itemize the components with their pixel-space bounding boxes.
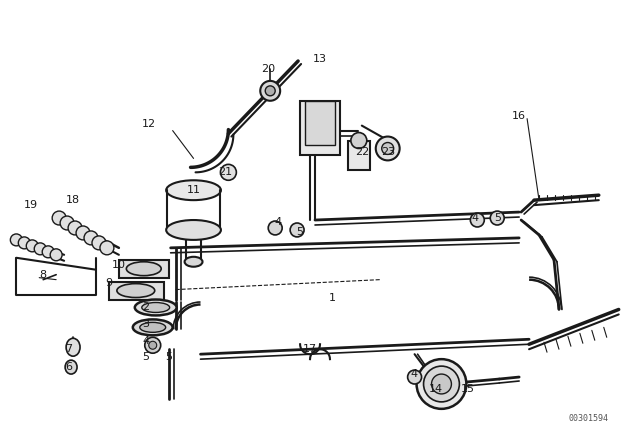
Text: 22: 22 xyxy=(355,147,369,157)
Circle shape xyxy=(470,213,484,227)
Circle shape xyxy=(265,86,275,96)
Bar xyxy=(300,101,340,155)
Ellipse shape xyxy=(117,284,155,297)
Circle shape xyxy=(68,221,82,235)
Text: 7: 7 xyxy=(65,344,73,354)
Circle shape xyxy=(431,374,451,394)
Circle shape xyxy=(52,211,66,225)
Text: 4: 4 xyxy=(275,217,282,227)
Circle shape xyxy=(10,234,22,246)
Text: 20: 20 xyxy=(261,64,275,74)
Ellipse shape xyxy=(140,323,166,332)
Text: 4: 4 xyxy=(472,213,479,223)
Circle shape xyxy=(50,249,62,261)
Ellipse shape xyxy=(184,257,202,267)
Circle shape xyxy=(408,370,422,384)
Circle shape xyxy=(417,359,467,409)
Ellipse shape xyxy=(133,319,173,335)
Circle shape xyxy=(35,243,46,255)
Text: 5: 5 xyxy=(296,227,303,237)
Ellipse shape xyxy=(142,302,170,312)
Text: 3: 3 xyxy=(142,319,149,329)
Circle shape xyxy=(100,241,114,255)
Text: 13: 13 xyxy=(313,54,327,64)
Text: 14: 14 xyxy=(428,384,442,394)
Text: 23: 23 xyxy=(381,147,395,157)
Text: 21: 21 xyxy=(218,167,232,177)
Circle shape xyxy=(268,221,282,235)
Text: 15: 15 xyxy=(460,384,474,394)
Circle shape xyxy=(76,226,90,240)
Ellipse shape xyxy=(135,300,177,315)
Circle shape xyxy=(148,341,157,349)
Text: 10: 10 xyxy=(112,260,126,270)
Text: 11: 11 xyxy=(186,185,200,195)
Circle shape xyxy=(351,133,367,148)
Text: 6: 6 xyxy=(65,362,72,372)
Circle shape xyxy=(490,211,504,225)
Text: 5: 5 xyxy=(165,352,172,362)
Ellipse shape xyxy=(65,360,77,374)
Text: 5: 5 xyxy=(142,352,149,362)
Circle shape xyxy=(84,231,98,245)
Circle shape xyxy=(260,81,280,101)
Circle shape xyxy=(60,216,74,230)
Circle shape xyxy=(424,366,460,402)
Circle shape xyxy=(19,237,30,249)
Bar xyxy=(109,282,164,300)
Bar xyxy=(348,141,370,170)
Text: 4: 4 xyxy=(410,369,417,379)
Ellipse shape xyxy=(66,338,80,356)
Bar xyxy=(119,260,169,278)
Text: 4: 4 xyxy=(142,336,149,346)
Text: 2: 2 xyxy=(142,302,149,312)
Text: 19: 19 xyxy=(24,200,38,210)
Text: 12: 12 xyxy=(141,119,156,129)
Circle shape xyxy=(145,337,161,353)
Text: 18: 18 xyxy=(66,195,80,205)
Circle shape xyxy=(381,142,394,155)
Circle shape xyxy=(290,223,304,237)
Circle shape xyxy=(376,137,399,160)
Text: 8: 8 xyxy=(40,270,47,280)
Ellipse shape xyxy=(166,180,221,200)
Text: 9: 9 xyxy=(106,278,113,288)
Circle shape xyxy=(42,246,54,258)
Text: 5: 5 xyxy=(493,213,500,223)
Text: 16: 16 xyxy=(512,111,526,121)
Ellipse shape xyxy=(166,220,221,240)
Text: 17: 17 xyxy=(303,344,317,354)
Bar xyxy=(305,101,335,146)
Text: 1: 1 xyxy=(328,293,335,302)
Circle shape xyxy=(26,240,38,252)
Ellipse shape xyxy=(126,262,161,276)
Text: 00301594: 00301594 xyxy=(569,414,609,423)
Circle shape xyxy=(92,236,106,250)
Circle shape xyxy=(220,164,236,180)
